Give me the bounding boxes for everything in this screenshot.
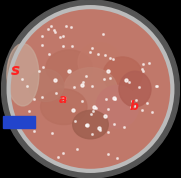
- Point: [68, 70, 71, 73]
- Point: [42, 66, 45, 69]
- Ellipse shape: [119, 71, 151, 107]
- Ellipse shape: [7, 44, 39, 106]
- Point: [62, 152, 65, 155]
- Point: [113, 122, 116, 125]
- Ellipse shape: [46, 50, 92, 85]
- Point: [99, 129, 102, 132]
- Text: a: a: [58, 93, 67, 106]
- Point: [57, 155, 60, 158]
- Point: [98, 127, 101, 130]
- Point: [141, 63, 144, 66]
- Point: [20, 78, 23, 81]
- Point: [46, 27, 49, 30]
- Point: [107, 108, 110, 111]
- Point: [32, 130, 35, 132]
- Point: [123, 126, 126, 129]
- Point: [103, 77, 106, 80]
- Point: [71, 44, 74, 47]
- Point: [75, 148, 78, 150]
- Point: [81, 81, 84, 84]
- Point: [112, 57, 115, 60]
- Point: [95, 107, 98, 109]
- Point: [91, 109, 94, 112]
- Bar: [3, 116, 35, 128]
- Point: [33, 97, 36, 100]
- Point: [116, 156, 119, 159]
- Point: [70, 25, 73, 28]
- Point: [107, 70, 110, 73]
- Point: [142, 70, 145, 73]
- Point: [40, 35, 43, 38]
- Point: [26, 84, 28, 87]
- Point: [93, 105, 96, 108]
- Text: s: s: [10, 63, 20, 78]
- Point: [91, 85, 94, 88]
- Point: [80, 84, 83, 87]
- Point: [127, 80, 130, 83]
- Point: [49, 25, 52, 28]
- Point: [108, 76, 111, 79]
- Point: [154, 85, 157, 88]
- Point: [90, 112, 92, 115]
- Point: [108, 56, 111, 59]
- Point: [53, 29, 56, 32]
- Point: [114, 98, 117, 101]
- Point: [64, 25, 67, 28]
- Point: [141, 109, 144, 112]
- Circle shape: [9, 7, 172, 171]
- Ellipse shape: [96, 85, 139, 128]
- Ellipse shape: [41, 89, 87, 125]
- Point: [85, 123, 88, 126]
- Point: [134, 105, 137, 108]
- Point: [145, 102, 148, 105]
- Ellipse shape: [28, 69, 64, 101]
- Point: [62, 96, 65, 99]
- Point: [106, 130, 109, 133]
- Point: [71, 109, 74, 112]
- Point: [28, 110, 31, 113]
- Point: [54, 31, 57, 33]
- Ellipse shape: [78, 43, 121, 82]
- Point: [40, 95, 43, 98]
- Point: [112, 96, 115, 99]
- Point: [90, 132, 93, 135]
- Point: [104, 54, 107, 57]
- Ellipse shape: [103, 57, 142, 93]
- Point: [125, 79, 128, 82]
- Point: [41, 44, 44, 46]
- Point: [96, 53, 99, 55]
- Point: [156, 85, 159, 87]
- Point: [47, 52, 50, 55]
- Point: [90, 47, 93, 50]
- Point: [61, 34, 64, 37]
- Text: b: b: [130, 100, 139, 113]
- Point: [151, 111, 154, 114]
- Point: [137, 86, 140, 89]
- Point: [135, 99, 138, 102]
- Point: [58, 35, 61, 38]
- Point: [147, 62, 150, 65]
- Point: [55, 92, 58, 95]
- Point: [61, 45, 64, 48]
- Point: [53, 79, 56, 82]
- Ellipse shape: [73, 110, 108, 139]
- Point: [141, 68, 144, 71]
- Point: [72, 85, 75, 88]
- Point: [103, 114, 106, 117]
- Point: [73, 119, 76, 122]
- Point: [81, 100, 84, 103]
- Point: [38, 70, 41, 72]
- Point: [84, 75, 87, 78]
- Point: [102, 32, 104, 35]
- Point: [105, 98, 108, 100]
- Point: [130, 100, 133, 103]
- Point: [89, 51, 92, 54]
- Point: [130, 105, 133, 108]
- Point: [51, 132, 54, 135]
- Point: [85, 124, 87, 127]
- Ellipse shape: [64, 68, 117, 110]
- Point: [106, 153, 109, 156]
